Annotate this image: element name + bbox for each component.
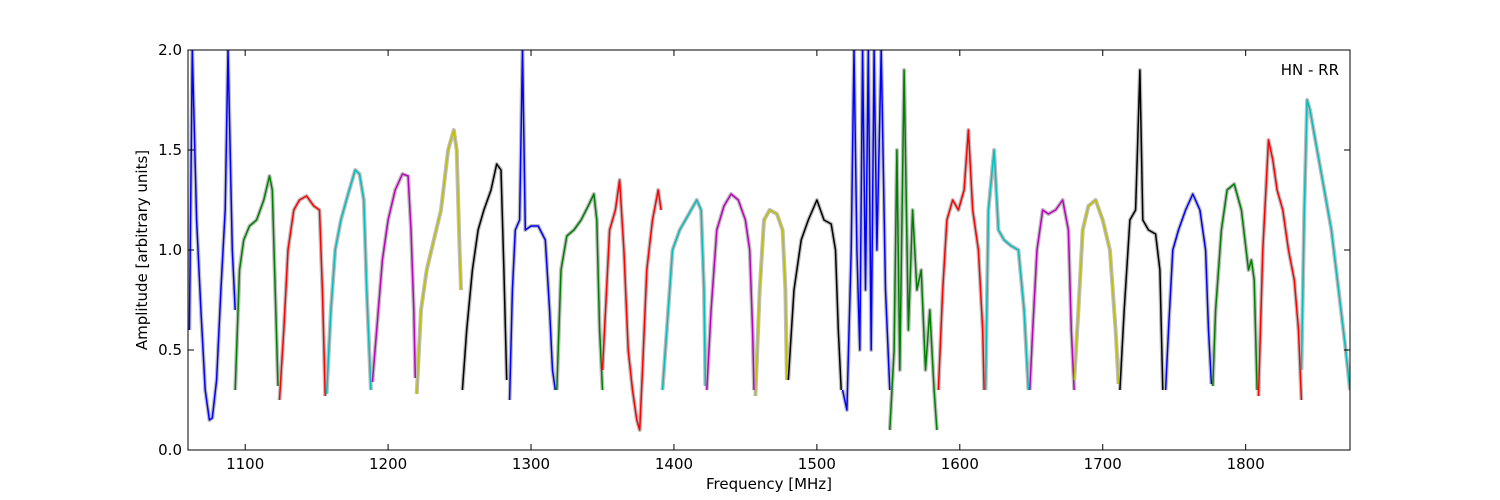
series-line-11: [661, 199, 707, 391]
x-tick-label: 1700: [1084, 455, 1122, 473]
y-axis-label: Amplitude [arbitrary units]: [133, 150, 151, 350]
series-line-22: [1164, 193, 1213, 391]
series-layer: [188, 50, 1350, 431]
series-line-7: [461, 163, 508, 391]
series-line-25: [1300, 99, 1350, 391]
series-line-21: [1119, 69, 1164, 391]
x-tick-label: 1400: [655, 455, 693, 473]
x-axis: 1100 1200 1300 1400 1500 1600 1700 1800: [226, 50, 1265, 473]
series-line-6: [415, 129, 462, 395]
series-line-10: [601, 179, 662, 431]
y-tick-label: 1.0: [158, 241, 182, 259]
series-line-4: [325, 169, 372, 395]
series-line-20: [1073, 199, 1120, 385]
series-line-9: [556, 193, 604, 391]
series-line-13: [754, 209, 788, 397]
series-line-24: [1257, 139, 1303, 401]
x-tick-label: 1300: [512, 455, 550, 473]
series-line-3: [278, 195, 326, 401]
y-tick-label: 1.5: [158, 141, 182, 159]
series-line-16: [889, 69, 938, 431]
series-line-12: [706, 193, 755, 391]
y-tick-label: 2.0: [158, 41, 182, 59]
x-tick-label: 1800: [1227, 455, 1265, 473]
x-tick-label: 1500: [798, 455, 836, 473]
series-line-15: [841, 50, 891, 411]
series-line-14: [787, 199, 842, 391]
x-tick-label: 1100: [226, 455, 264, 473]
x-tick-label: 1200: [369, 455, 407, 473]
x-tick-label: 1600: [941, 455, 979, 473]
y-tick-label: 0.0: [158, 441, 182, 459]
series-line-5: [371, 173, 417, 383]
series-line-8: [508, 50, 557, 401]
x-axis-label: Frequency [MHz]: [706, 475, 832, 493]
series-line-17: [937, 129, 985, 391]
series-line-23: [1212, 183, 1258, 391]
series-line-2: [234, 175, 279, 391]
plot-annotation: HN - RR: [1281, 61, 1339, 79]
y-tick-label: 0.5: [158, 341, 182, 359]
series-line-19: [1029, 199, 1075, 391]
series-line-1: [188, 50, 236, 421]
series-line-18: [984, 149, 1030, 391]
y-axis: 0.0 0.5 1.0 1.5 2.0: [158, 41, 1350, 459]
